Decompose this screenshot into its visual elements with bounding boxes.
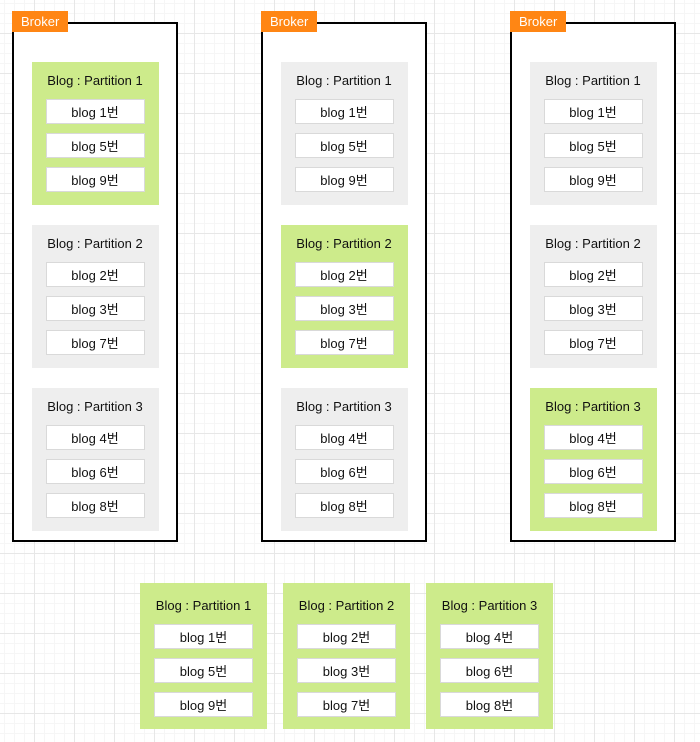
blog-item: blog 5번 <box>154 658 253 683</box>
blog-item: blog 2번 <box>45 262 145 287</box>
blog-item: blog 3번 <box>294 296 394 321</box>
partition-title: Blog : Partition 3 <box>441 598 538 613</box>
partition-title: Blog : Partition 2 <box>47 236 143 251</box>
blog-item: blog 4번 <box>294 425 394 450</box>
blog-item: blog 6번 <box>45 459 145 484</box>
blog-item: blog 6번 <box>543 459 643 484</box>
blog-item: blog 9번 <box>294 167 394 192</box>
blog-item: blog 9번 <box>543 167 643 192</box>
blog-item: blog 3번 <box>45 296 145 321</box>
blog-item: blog 1번 <box>543 99 643 124</box>
blog-item: blog 6번 <box>440 658 539 683</box>
blog-item: blog 3번 <box>297 658 396 683</box>
leader-partition-3: Blog : Partition 3 blog 4번 blog 6번 blog 8번 <box>426 583 553 729</box>
partition-title: Blog : Partition 2 <box>298 598 395 613</box>
blog-item: blog 7번 <box>294 330 394 355</box>
blog-item: blog 5번 <box>45 133 145 158</box>
blog-item: blog 4번 <box>440 624 539 649</box>
blog-item: blog 9번 <box>154 692 253 717</box>
blog-item: blog 1번 <box>154 624 253 649</box>
blog-item: blog 5번 <box>294 133 394 158</box>
broker-2-partition-2-highlighted: Blog : Partition 2 blog 2번 blog 3번 blog 7번 <box>280 225 408 368</box>
blog-item: blog 4번 <box>45 425 145 450</box>
blog-item: blog 7번 <box>45 330 145 355</box>
broker-3-partition-3-highlighted: Blog : Partition 3 blog 4번 blog 6번 blog 8번 <box>529 388 657 531</box>
partition-title: Blog : Partition 3 <box>296 399 392 414</box>
broker-label: Broker <box>261 11 318 32</box>
partition-title: Blog : Partition 2 <box>296 236 392 251</box>
blog-item: blog 8번 <box>45 493 145 518</box>
blog-item: blog 1번 <box>294 99 394 124</box>
blog-item: blog 7번 <box>297 692 396 717</box>
broker-3-partition-1: Blog : Partition 1 blog 1번 blog 5번 blog 9번 <box>529 62 657 205</box>
blog-item: blog 4번 <box>543 425 643 450</box>
blog-item: blog 8번 <box>440 692 539 717</box>
broker-2-partition-3: Blog : Partition 3 blog 4번 blog 6번 blog 8번 <box>280 388 408 531</box>
broker-1-partition-3: Blog : Partition 3 blog 4번 blog 6번 blog 8번 <box>31 388 159 531</box>
blog-item: blog 2번 <box>543 262 643 287</box>
blog-item: blog 8번 <box>294 493 394 518</box>
partition-title: Blog : Partition 1 <box>155 598 252 613</box>
blog-item: blog 2번 <box>297 624 396 649</box>
broker-1-partition-1-highlighted: Blog : Partition 1 blog 1번 blog 5번 blog 9번 <box>31 62 159 205</box>
partition-title: Blog : Partition 3 <box>545 399 641 414</box>
leader-partition-1: Blog : Partition 1 blog 1번 blog 5번 blog 9번 <box>140 583 267 729</box>
blog-item: blog 9번 <box>45 167 145 192</box>
broker-label: Broker <box>510 11 567 32</box>
partition-title: Blog : Partition 3 <box>47 399 143 414</box>
blog-item: blog 6번 <box>294 459 394 484</box>
partition-title: Blog : Partition 1 <box>296 73 392 88</box>
partition-title: Blog : Partition 2 <box>545 236 641 251</box>
blog-item: blog 3번 <box>543 296 643 321</box>
broker-2-partition-1: Blog : Partition 1 blog 1번 blog 5번 blog 9번 <box>280 62 408 205</box>
blog-item: blog 8번 <box>543 493 643 518</box>
broker-1-partition-2: Blog : Partition 2 blog 2번 blog 3번 blog 7번 <box>31 225 159 368</box>
blog-item: blog 2번 <box>294 262 394 287</box>
blog-item: blog 7번 <box>543 330 643 355</box>
partition-title: Blog : Partition 1 <box>545 73 641 88</box>
broker-box-3: Broker Blog : Partition 1 blog 1번 blog 5번 bl… <box>510 11 676 542</box>
broker-box-1: Broker Blog : Partition 1 blog 1번 blog 5번 bl… <box>12 11 178 542</box>
leader-partition-2: Blog : Partition 2 blog 2번 blog 3번 blog 7번 <box>283 583 410 729</box>
blog-item: blog 5번 <box>543 133 643 158</box>
blog-item: blog 1번 <box>45 99 145 124</box>
broker-3-partition-2: Blog : Partition 2 blog 2번 blog 3번 blog 7번 <box>529 225 657 368</box>
broker-label: Broker <box>12 11 69 32</box>
broker-box-2: Broker Blog : Partition 1 blog 1번 blog 5번 bl… <box>261 11 427 542</box>
partition-title: Blog : Partition 1 <box>47 73 143 88</box>
